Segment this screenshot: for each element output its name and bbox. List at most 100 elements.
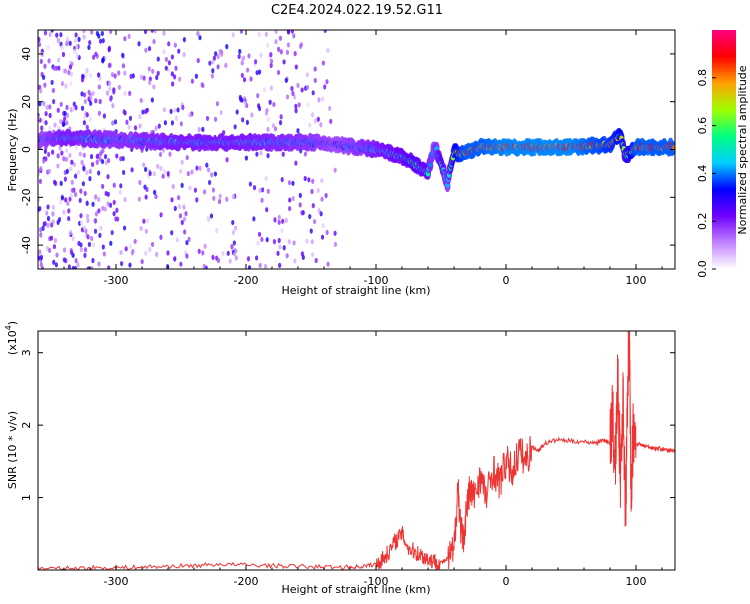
spectrogram-noise-speckle [269, 58, 274, 64]
spectrogram-noise-speckle [57, 65, 61, 71]
spectrogram-noise-speckle [299, 43, 303, 49]
spectrogram-noise-speckle [266, 126, 270, 133]
spectrogram-noise-speckle [112, 199, 116, 205]
spectrogram-noise-speckle [298, 202, 302, 208]
spectrogram-noise-speckle [98, 156, 102, 162]
spectrogram-noise-speckle [237, 53, 241, 59]
spectrogram-noise-speckle [286, 42, 291, 48]
colorbar: 0.0 0.2 0.4 0.6 0.8 Normalized spectral ampl… [696, 30, 749, 278]
spectrogram-noise-speckle [43, 30, 48, 36]
spectrogram-noise-speckle [273, 126, 278, 132]
spectrogram-noise-speckle [211, 187, 216, 193]
spectrogram-noise-speckle [248, 181, 252, 187]
spectrogram-noise-speckle [86, 234, 90, 240]
spectrogram-noise-speckle [328, 105, 332, 112]
spectrogram-noise-speckle [269, 85, 273, 91]
spectrogram-noise-speckle [141, 109, 145, 115]
spectrogram-noise-speckle [213, 116, 218, 122]
spectrogram-noise-speckle [258, 262, 262, 269]
spectrogram-noise-speckle [292, 240, 296, 246]
spectrogram-noise-speckle [56, 163, 60, 169]
spectrogram-noise-speckle [119, 156, 123, 162]
spectrogram-noise-speckle [151, 68, 155, 74]
spectrogram-noise-speckle [152, 84, 156, 90]
spectrogram-noise-speckle [188, 112, 192, 118]
spectrogram-noise-speckle [290, 85, 294, 92]
spectrogram-noise-speckle [178, 213, 183, 219]
spectrogram-noise-speckle [76, 262, 80, 268]
spectrogram-noise-speckle [214, 51, 218, 57]
spectrogram-noise-speckle [294, 108, 298, 114]
snr-scale-base: (x10 [6, 330, 19, 355]
spectrogram-noise-speckle [269, 52, 273, 58]
spectrogram-noise-speckle [286, 30, 291, 35]
spectrogram-noise-speckle [324, 192, 328, 199]
spectrogram-noise-speckle [211, 68, 215, 74]
spectrogram-noise-speckle [224, 62, 228, 68]
spectrogram-noise-speckle [303, 175, 307, 182]
spectrogram-noise-speckle [63, 116, 67, 122]
spectrogram-noise-speckle [94, 51, 98, 57]
spectrogram-noise-speckle [128, 115, 133, 121]
spectrogram-noise-speckle [174, 115, 179, 121]
spectrogram-noise-speckle [67, 264, 71, 269]
spectrogram-noise-speckle [97, 170, 101, 176]
spectrogram-noise-speckle [269, 62, 273, 69]
spectrogram-noise-speckle [64, 83, 68, 89]
spectrogram-noise-speckle [171, 183, 175, 190]
spectrogram-noise-speckle [74, 105, 78, 111]
spectrogram-noise-speckle [115, 207, 119, 213]
spectrogram-noise-speckle [61, 51, 66, 58]
spectrogram-noise-speckle [64, 148, 69, 154]
spectrogram-noise-speckle [159, 212, 163, 218]
spectrogram-noise-speckle [282, 245, 286, 251]
spectrogram-noise-speckle [254, 255, 259, 261]
spectrogram-noise-speckle [109, 30, 113, 35]
spectrogram-noise-speckle [130, 167, 134, 173]
spectrogram-noise-speckle [78, 197, 82, 204]
spectrogram-noise-speckle [74, 32, 78, 38]
spectrogram-noise-speckle [232, 240, 236, 246]
spectrogram-noise-speckle [311, 203, 315, 209]
spectrogram-noise-speckle [245, 67, 250, 73]
spectrogram-noise-speckle [85, 112, 89, 118]
spectrogram-noise-speckle [278, 35, 283, 41]
spectrogram-noise-speckle [123, 110, 127, 116]
spectrogram-noise-speckle [323, 30, 327, 34]
spectrogram-noise-speckle [107, 47, 111, 53]
spectrogram-noise-speckle [91, 90, 95, 97]
spectrogram-noise-speckle [310, 188, 314, 195]
spectrogram-noise-speckle [91, 201, 95, 207]
spectrogram-noise-speckle [242, 77, 247, 83]
spectrogram-noise-speckle [56, 37, 60, 43]
spectrogram-noise-speckle [272, 239, 277, 245]
spectrogram-noise-speckle [60, 81, 65, 87]
spectrogram-noise-speckle [281, 218, 285, 224]
spectrogram-noise-speckle [238, 94, 242, 101]
spectrogram-noise-speckle [300, 251, 305, 257]
spectrogram-noise-speckle [50, 222, 54, 228]
spectrogram-noise-speckle [72, 161, 76, 168]
spectrogram-noise-speckle [97, 208, 101, 214]
spectrogram-noise-speckle [107, 62, 112, 69]
spectrogram-noise-speckle [59, 118, 63, 125]
spectrogram-noise-speckle [231, 219, 235, 226]
spectrogram-noise-speckle [142, 218, 146, 224]
spectrogram-noise-speckle [216, 257, 221, 264]
spectrogram-noise-speckle [239, 30, 244, 34]
spectrogram-noise-speckle [320, 178, 324, 184]
spectrogram-noise-speckle [259, 52, 263, 58]
colorbar-gradient [712, 30, 736, 269]
spectrogram-noise-speckle [147, 66, 151, 72]
spectrogram-noise-speckle [174, 65, 178, 71]
spectrogram-noise-speckle [39, 261, 43, 268]
spectrogram-noise-speckle [162, 49, 166, 55]
snr-frame [37, 330, 676, 571]
spectrogram-noise-speckle [202, 263, 206, 269]
spectrogram-noise-speckle [85, 124, 89, 130]
spectrogram-noise-speckle [49, 235, 54, 241]
spectrogram-xlabel: Height of straight line (km) [281, 284, 430, 297]
spectrogram-ytick-label: 20 [20, 95, 33, 109]
spectrogram-noise-speckle [307, 177, 311, 183]
spectrogram-noise-speckle [226, 250, 230, 256]
